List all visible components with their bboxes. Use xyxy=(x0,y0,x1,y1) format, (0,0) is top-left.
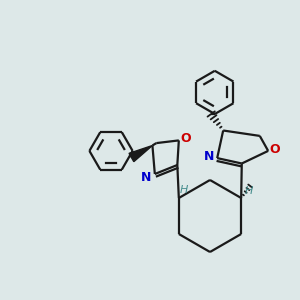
Text: O: O xyxy=(181,132,191,146)
Text: H: H xyxy=(244,185,253,196)
Polygon shape xyxy=(129,146,152,162)
Text: N: N xyxy=(141,171,152,184)
Text: N: N xyxy=(204,150,214,163)
Text: O: O xyxy=(269,143,280,156)
Text: H: H xyxy=(180,184,188,195)
